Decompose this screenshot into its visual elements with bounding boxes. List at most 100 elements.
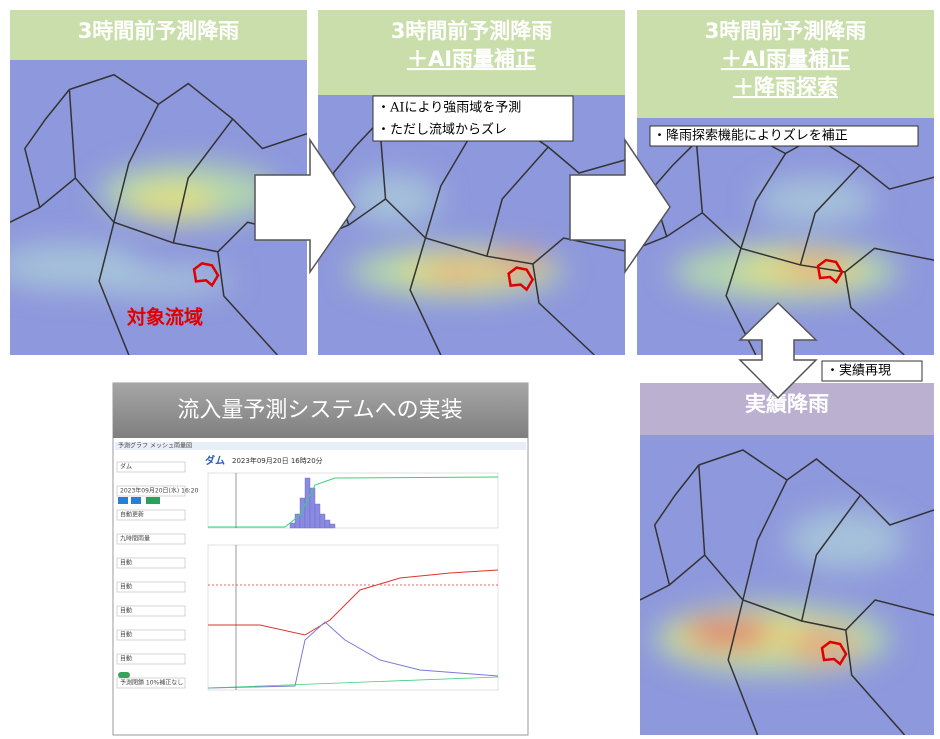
control [116, 677, 186, 689]
boundary [695, 141, 704, 213]
panel-title: ＋AI雨量補正 [721, 47, 850, 71]
rain-area [755, 177, 875, 225]
rain-bar [289, 522, 296, 529]
boundary [98, 222, 130, 355]
datetime: 2023年09月20日 16時20分 [232, 456, 323, 465]
control-label: 自動更新 [120, 511, 144, 519]
control [116, 485, 186, 497]
boundary [318, 198, 625, 265]
boundary [799, 164, 861, 266]
boundary [532, 263, 595, 355]
boundary [845, 629, 906, 735]
control [116, 557, 186, 569]
control-label: 目動 [120, 607, 132, 615]
chart-area [207, 472, 499, 529]
control [116, 629, 186, 641]
rain-area [684, 618, 773, 648]
boundary [409, 237, 442, 355]
note: ・実績再現 [826, 363, 891, 379]
control [116, 605, 186, 617]
button [131, 497, 141, 504]
dam-name: ダム [205, 454, 225, 467]
boundary [113, 103, 160, 223]
rain-area [348, 173, 441, 225]
panel-title: 3時間前予測降雨 [78, 19, 240, 43]
control [116, 509, 186, 521]
target-label: 対象流域 [126, 306, 203, 329]
note-box [821, 360, 923, 382]
panel-header [637, 10, 934, 118]
rain-bar [319, 513, 326, 529]
double-arrow [738, 301, 818, 400]
boundary [653, 464, 700, 586]
toggle [118, 672, 130, 678]
control-label: 2023年09月20日(水) 16:20 [120, 487, 199, 495]
rain [654, 510, 905, 675]
panel-title: ＋AI雨量補正 [407, 47, 536, 71]
boundary [727, 599, 759, 735]
boundary [69, 73, 307, 150]
arrow [254, 137, 356, 275]
rain-area [84, 266, 233, 296]
panel-header [10, 10, 307, 60]
target-basin [816, 258, 844, 284]
target-basin [507, 266, 535, 292]
rain-area [787, 510, 905, 570]
target-basin [820, 640, 848, 666]
panel-title: 3時間前予測降雨 [705, 19, 867, 43]
rain-bar [324, 519, 331, 529]
tab-bar [115, 442, 526, 450]
map [640, 435, 934, 735]
control [116, 533, 186, 545]
map-bg [640, 435, 934, 735]
control-label: 目動 [120, 559, 132, 567]
control [116, 461, 186, 473]
boundary [698, 449, 934, 526]
tab: 予測グラフ [118, 442, 148, 450]
control-label: 目動 [120, 631, 132, 639]
boundary [844, 271, 905, 355]
boundary [698, 464, 706, 556]
boundary [24, 89, 70, 208]
level-line [208, 569, 499, 636]
boundary [10, 176, 307, 253]
boundary [800, 494, 862, 622]
rain [10, 163, 278, 296]
boundary [640, 553, 934, 631]
boundary [742, 479, 788, 601]
boundary [740, 153, 787, 249]
control [116, 653, 186, 665]
boundary [172, 118, 234, 244]
cum-line [208, 476, 499, 528]
rain-area [486, 251, 549, 277]
screenshot-header [113, 383, 528, 438]
button [146, 497, 160, 504]
boundary [424, 133, 473, 239]
note: ・ただし流域からズレ [377, 122, 507, 138]
note: ・AIにより強雨域を予測 [377, 101, 521, 116]
inflow-line [207, 621, 499, 689]
rain-area [787, 627, 858, 663]
boundary [486, 146, 549, 257]
panel-title: 3時間前予測降雨 [391, 19, 553, 43]
button [118, 497, 128, 504]
panel-header [640, 383, 934, 435]
control-label: 目動 [120, 655, 132, 663]
control-label: ダム [120, 463, 132, 471]
target-basin [192, 262, 220, 288]
control-label: 九時間雨量 [120, 535, 150, 543]
screenshot-title: 流入量予測システムへの実装 [177, 398, 462, 423]
arrow [569, 137, 671, 275]
rain-area [128, 183, 218, 220]
chart-area [207, 544, 499, 691]
note-box [649, 125, 919, 147]
panel-header [318, 10, 625, 95]
note-box [372, 95, 574, 142]
panel-title: ＋降雨探索 [733, 75, 838, 99]
boundary [68, 89, 77, 179]
tab: メッシュ雨量図 [150, 443, 192, 450]
boundary [637, 211, 934, 273]
control-label: 目動 [120, 583, 132, 591]
rain-bar [329, 523, 336, 529]
